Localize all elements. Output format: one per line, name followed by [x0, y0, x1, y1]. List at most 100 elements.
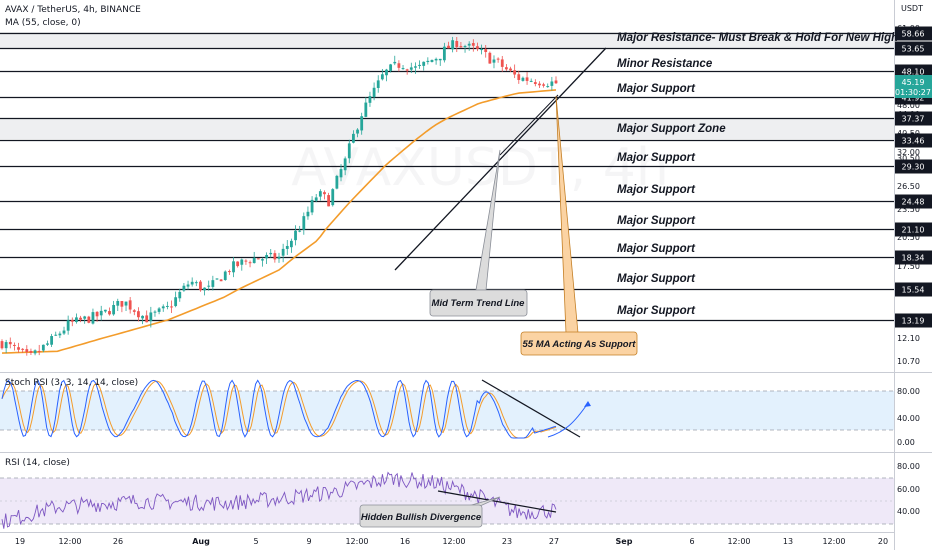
level-badge: [895, 194, 932, 209]
level-annotation: Major Support: [617, 243, 696, 255]
candle-body: [165, 305, 169, 307]
candle-body: [145, 315, 149, 323]
candle-body: [389, 64, 393, 71]
stoch-k-line: [1, 379, 557, 439]
price-tick: 26.50: [897, 182, 920, 191]
candle-countdown: 01:30:27: [895, 88, 931, 97]
candle-body: [215, 278, 219, 280]
candle-body: [132, 310, 136, 312]
stoch-tick: 0.00: [897, 438, 915, 447]
candle-body: [182, 285, 186, 291]
candle-body: [306, 211, 310, 217]
candle-body: [285, 245, 289, 249]
callout-box: [429, 289, 528, 317]
candle-body: [335, 175, 339, 189]
candle-body: [517, 74, 521, 80]
time-tick: 26: [113, 537, 123, 546]
trend-line-callout[interactable]: Mid Term Trend Line: [429, 149, 528, 317]
candle-body: [331, 189, 335, 206]
candle-body: [223, 271, 227, 280]
time-tick: 12:00: [58, 537, 81, 546]
candle-body: [207, 285, 211, 287]
mid-term-trend-line[interactable]: [394, 47, 607, 271]
level-price: 13.19: [902, 317, 925, 326]
time-tick: 13: [783, 537, 793, 546]
level-badge: [895, 133, 932, 148]
callout-box: [359, 504, 483, 528]
candle-body: [190, 281, 194, 285]
time-tick: 23: [502, 537, 512, 546]
level-price: 29.30: [902, 163, 925, 172]
price-tick: 20.50: [897, 233, 920, 242]
candle-body: [451, 40, 455, 50]
candle-body: [343, 158, 347, 171]
candle-body: [546, 86, 550, 88]
level-price: 58.66: [902, 30, 925, 39]
candle-body: [54, 334, 58, 336]
candle-body: [434, 58, 438, 61]
time-tick: 12:00: [822, 537, 845, 546]
time-tick: 9: [306, 537, 311, 546]
candle-body: [70, 320, 74, 322]
time-axis-ticks: 19 12:00 26 Aug 5 9 12:00 16 12:00 23 27 Sep 6 12:00 1…: [15, 537, 888, 546]
projection-arrow[interactable]: [547, 402, 589, 438]
level-annotation: Major Support: [617, 184, 696, 196]
rsi-divergence-line[interactable]: [437, 490, 557, 513]
current-price-box: [895, 75, 932, 98]
trend-line-extension[interactable]: [499, 94, 559, 156]
candle-body: [256, 258, 260, 260]
candle-body: [46, 343, 49, 345]
candle-body: [467, 43, 471, 46]
level-annotation: Major Resistance- Must Break & Hold For …: [617, 32, 898, 44]
resistance-zone: [0, 32, 894, 48]
candle-body: [137, 311, 140, 318]
candle-body: [447, 45, 450, 49]
candle-body: [488, 52, 492, 64]
candle-body: [364, 102, 368, 117]
divergence-callout-text: Hidden Bullish Divergence: [361, 512, 482, 523]
level-annotation: Major Support: [617, 83, 696, 95]
candle-body: [376, 80, 380, 88]
candle-body: [79, 317, 82, 320]
horizontal-levels[interactable]: [0, 32, 894, 322]
time-axis[interactable]: [0, 532, 894, 550]
candle-body: [352, 133, 355, 143]
rsi-tick: 40.00: [897, 507, 920, 516]
ma-support-callout[interactable]: 55 MA Acting As Support: [520, 95, 638, 356]
candle-body: [455, 40, 459, 47]
candle-body: [124, 301, 128, 306]
candle-body: [504, 67, 508, 70]
candle-body: [0, 341, 4, 349]
candle-body: [227, 271, 231, 273]
candle-body: [83, 316, 87, 319]
ma55-path: [1, 89, 557, 354]
candle-body: [438, 58, 442, 61]
candle-body: [13, 344, 16, 346]
level-price: 15.54: [902, 286, 925, 295]
price-tick: 12.10: [897, 334, 920, 343]
candle-body: [244, 260, 248, 262]
candle-body: [153, 311, 157, 313]
time-tick: 12:00: [345, 537, 368, 546]
candle-body: [219, 279, 223, 282]
level-price: 33.46: [902, 137, 925, 146]
candle-body: [554, 80, 558, 84]
candle-body: [418, 64, 421, 66]
candle-body: [414, 66, 417, 68]
rsi-legend: RSI (14, close): [5, 458, 70, 468]
candle-body: [347, 143, 351, 159]
candle-body: [4, 342, 8, 349]
candle-body: [66, 320, 70, 331]
candle-body: [480, 49, 483, 51]
level-annotation: Major Support Zone: [617, 123, 726, 135]
candle-body: [161, 306, 165, 309]
candle-body: [385, 69, 388, 76]
candle-body: [521, 77, 525, 81]
divergence-callout[interactable]: Hidden Bullish Divergence: [359, 496, 501, 528]
candle-body: [513, 70, 517, 75]
stoch-trend-line[interactable]: [481, 379, 581, 438]
level-price: 21.10: [902, 226, 925, 235]
candle-body: [170, 306, 173, 308]
level-badge: [895, 26, 932, 41]
candle-body: [372, 87, 376, 98]
